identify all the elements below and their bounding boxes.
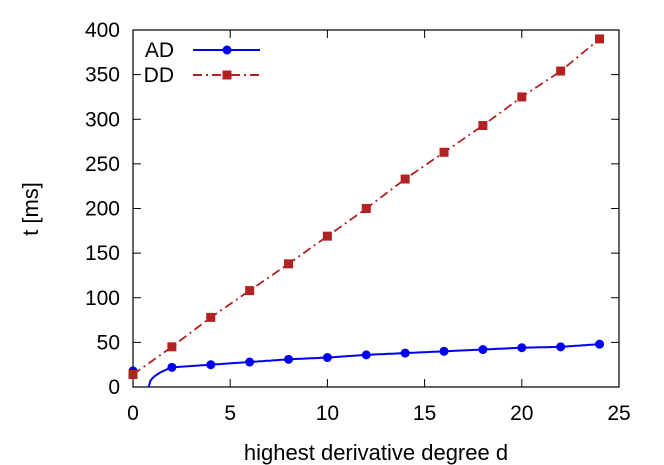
ad-point: [400, 348, 410, 358]
dd-point: [206, 312, 216, 322]
ad-point: [439, 346, 449, 356]
dd-point: [517, 92, 527, 102]
y-tick-label: 350: [85, 64, 120, 87]
dd-point: [439, 147, 449, 157]
x-tick-label: 5: [224, 402, 236, 425]
x-axis-label: highest derivative degree d: [244, 440, 508, 465]
dd-point: [284, 259, 294, 269]
ad-series-line: [147, 343, 600, 388]
ad-point: [206, 360, 216, 370]
y-tick-label: 50: [97, 331, 120, 354]
ad-point: [556, 342, 566, 352]
y-axis-label: t [ms]: [18, 182, 43, 236]
dd-point: [167, 342, 177, 352]
y-tick-label: 300: [85, 108, 120, 131]
x-tick-label: 15: [413, 402, 436, 425]
ad-point: [167, 362, 177, 372]
plot-frame: [132, 29, 620, 388]
legend-label-ad: AD: [145, 39, 174, 62]
x-tick-label: 20: [510, 402, 533, 425]
dd-point: [595, 34, 605, 44]
ad-point: [284, 354, 294, 364]
dd-point: [128, 370, 138, 380]
y-tick-label: 150: [85, 242, 120, 265]
dd-point: [400, 174, 410, 184]
ad-point: [478, 345, 488, 355]
ad-point: [361, 350, 371, 360]
y-tick-label: 0: [108, 376, 120, 399]
x-tick-label: 25: [607, 402, 630, 425]
y-tick-label: 200: [85, 198, 120, 221]
ad-point: [322, 353, 332, 363]
y-tick-label: 250: [85, 153, 120, 176]
x-tick-label: 0: [127, 402, 139, 425]
y-tick-label: 100: [85, 287, 120, 310]
ad-point: [517, 343, 527, 353]
dd-point: [556, 66, 566, 76]
dd-point: [361, 204, 371, 213]
legend-marker-dd: [222, 70, 232, 80]
legend-label-dd: DD: [144, 64, 174, 87]
ad-point: [595, 339, 605, 349]
dd-point: [245, 286, 255, 296]
ad-point: [245, 357, 255, 367]
legend-marker-ad: [222, 45, 232, 55]
y-tick-label: 400: [85, 19, 120, 42]
dd-point: [478, 120, 488, 130]
x-tick-label: 10: [316, 402, 339, 425]
dd-point: [322, 231, 332, 241]
series-layer: [128, 34, 605, 388]
